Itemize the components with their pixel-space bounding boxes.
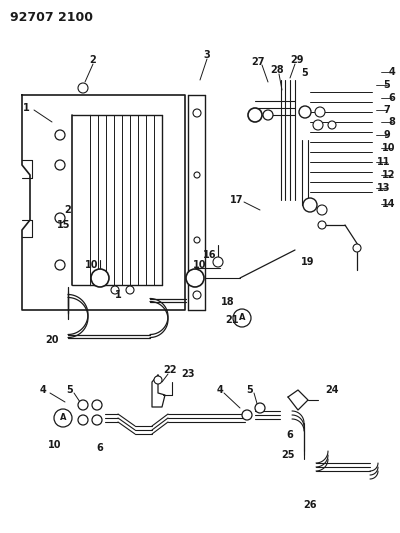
Text: 13: 13 [376, 183, 390, 193]
Circle shape [55, 130, 65, 140]
Circle shape [154, 376, 162, 384]
Text: 8: 8 [388, 117, 395, 127]
Circle shape [317, 205, 327, 215]
Text: 2: 2 [90, 55, 96, 65]
Text: 11: 11 [376, 157, 390, 167]
Text: 27: 27 [251, 57, 265, 67]
Text: 20: 20 [45, 335, 59, 345]
Circle shape [255, 403, 265, 413]
Text: 4: 4 [40, 385, 46, 395]
Circle shape [233, 309, 251, 327]
Circle shape [78, 415, 88, 425]
Circle shape [55, 260, 65, 270]
Text: 19: 19 [301, 257, 315, 267]
Circle shape [263, 110, 273, 120]
Text: 5: 5 [247, 385, 253, 395]
Text: 22: 22 [163, 365, 177, 375]
Text: 5: 5 [383, 80, 390, 90]
Circle shape [194, 172, 200, 178]
Circle shape [54, 409, 72, 427]
Text: 5: 5 [67, 385, 73, 395]
Circle shape [186, 269, 204, 287]
Circle shape [242, 410, 252, 420]
Text: 26: 26 [303, 500, 317, 510]
Circle shape [313, 120, 323, 130]
Text: 23: 23 [181, 369, 195, 379]
Text: 92707 2100: 92707 2100 [10, 11, 93, 24]
Text: A: A [239, 313, 245, 322]
Circle shape [353, 244, 361, 252]
Text: 9: 9 [383, 130, 390, 140]
Circle shape [193, 109, 201, 117]
Text: 4: 4 [217, 385, 223, 395]
Circle shape [126, 286, 134, 294]
Circle shape [55, 160, 65, 170]
Text: 10: 10 [193, 260, 207, 270]
Circle shape [318, 221, 326, 229]
Text: 12: 12 [382, 170, 395, 180]
Text: 6: 6 [287, 430, 293, 440]
Circle shape [92, 400, 102, 410]
Text: 18: 18 [221, 297, 235, 307]
Circle shape [303, 198, 317, 212]
Circle shape [193, 291, 201, 299]
Circle shape [328, 121, 336, 129]
Circle shape [78, 400, 88, 410]
Text: 7: 7 [383, 105, 390, 115]
Text: 24: 24 [325, 385, 339, 395]
Circle shape [91, 269, 109, 287]
Text: 10: 10 [382, 143, 395, 153]
Text: 17: 17 [230, 195, 244, 205]
Text: 5: 5 [302, 68, 308, 78]
Text: 3: 3 [204, 50, 210, 60]
Text: A: A [60, 414, 66, 423]
Text: 2: 2 [65, 205, 71, 215]
Circle shape [92, 415, 102, 425]
Circle shape [194, 237, 200, 243]
Text: 28: 28 [270, 65, 284, 75]
Circle shape [299, 106, 311, 118]
Text: 10: 10 [85, 260, 99, 270]
Circle shape [248, 108, 262, 122]
Circle shape [55, 213, 65, 223]
Circle shape [213, 257, 223, 267]
Text: 6: 6 [97, 443, 103, 453]
Text: 15: 15 [57, 220, 71, 230]
Text: 14: 14 [382, 199, 395, 209]
Text: 16: 16 [203, 250, 217, 260]
Text: 10: 10 [48, 440, 62, 450]
Text: 6: 6 [388, 93, 395, 103]
Text: 29: 29 [290, 55, 304, 65]
Text: 4: 4 [388, 67, 395, 77]
Text: 1: 1 [115, 290, 121, 300]
Text: 1: 1 [23, 103, 29, 113]
Circle shape [111, 286, 119, 294]
Text: 25: 25 [281, 450, 295, 460]
Circle shape [78, 83, 88, 93]
Text: 21: 21 [225, 315, 239, 325]
Circle shape [315, 107, 325, 117]
